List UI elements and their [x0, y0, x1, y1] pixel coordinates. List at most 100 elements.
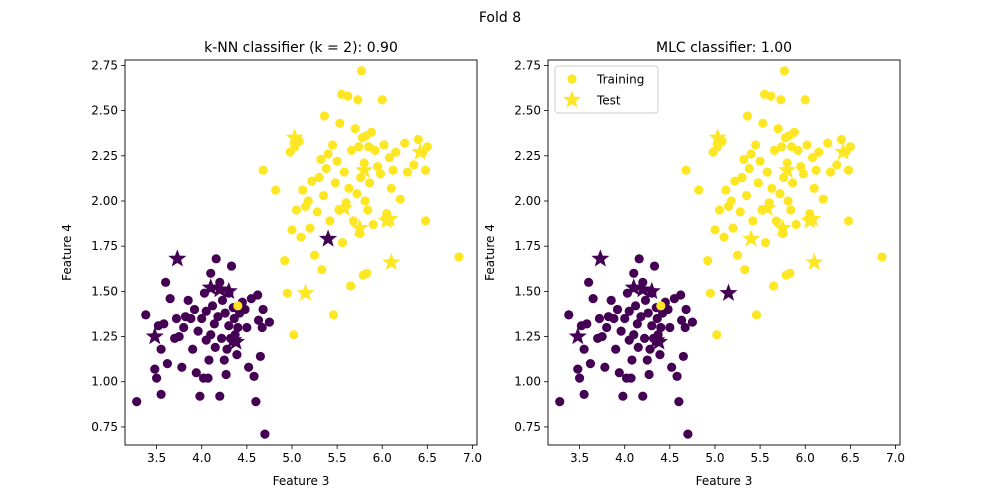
training-point — [730, 176, 740, 186]
training-point — [627, 355, 637, 365]
training-point — [836, 134, 846, 145]
training-point — [183, 295, 193, 305]
training-point — [742, 111, 753, 121]
test-point — [350, 218, 369, 236]
test-point — [591, 249, 610, 267]
training-point — [629, 330, 639, 340]
y-tick-label: 1.50 — [514, 284, 541, 298]
training-point — [317, 265, 327, 275]
training-point — [644, 369, 654, 380]
training-point — [391, 147, 401, 157]
x-tick-label: 6.5 — [841, 451, 860, 465]
training-point — [786, 205, 796, 215]
training-point — [676, 290, 686, 300]
training-point — [307, 176, 317, 186]
training-point — [328, 310, 339, 320]
training-point — [582, 319, 592, 329]
training-point — [232, 350, 242, 360]
training-point — [665, 322, 675, 333]
test-point — [719, 283, 738, 301]
training-point — [346, 145, 357, 155]
x-tick-label: 5.5 — [751, 451, 770, 465]
data-points — [555, 66, 887, 439]
training-point — [395, 194, 405, 204]
training-point — [602, 322, 612, 333]
training-point — [211, 254, 221, 264]
training-point — [825, 167, 836, 177]
training-point — [191, 368, 201, 378]
training-point — [327, 140, 338, 150]
test-point — [382, 252, 401, 271]
training-point — [779, 66, 790, 76]
y-axis-label: Feature 4 — [60, 224, 74, 281]
test-point — [145, 327, 164, 345]
training-point — [171, 313, 182, 324]
training-point — [141, 310, 151, 320]
training-point — [681, 165, 691, 175]
training-point — [823, 138, 833, 148]
chart-title: MLC classifier: 1.00 — [656, 40, 792, 56]
training-point — [611, 344, 621, 354]
training-point — [258, 304, 268, 315]
test-point — [168, 249, 187, 267]
training-point — [249, 371, 259, 381]
x-tick-label: 6.5 — [418, 451, 437, 465]
training-point — [796, 162, 806, 172]
training-point — [309, 250, 320, 260]
training-point — [375, 169, 386, 179]
training-point — [360, 196, 370, 206]
test-point — [742, 229, 761, 247]
training-point — [242, 322, 252, 333]
x-tick-label: 7.0 — [886, 451, 905, 465]
y-tick-label: 1.25 — [91, 330, 118, 344]
training-point — [755, 156, 765, 166]
training-point — [614, 368, 624, 378]
training-point — [161, 277, 171, 287]
test-point — [758, 198, 777, 216]
training-point — [594, 313, 605, 324]
training-point — [771, 216, 781, 226]
training-point — [332, 156, 342, 166]
training-point — [355, 172, 366, 183]
training-point — [216, 333, 227, 343]
training-point — [258, 165, 268, 175]
training-point — [260, 429, 270, 439]
training-point — [186, 313, 196, 324]
training-point — [769, 281, 779, 291]
training-point — [413, 134, 423, 145]
training-point — [626, 373, 636, 383]
training-point — [642, 355, 652, 365]
training-point — [384, 153, 395, 163]
training-point — [735, 207, 745, 217]
training-point — [612, 304, 623, 315]
y-tick-label: 1.00 — [91, 375, 118, 389]
training-point — [354, 142, 364, 152]
training-point — [656, 301, 666, 311]
training-point — [732, 250, 743, 260]
training-point — [305, 223, 315, 233]
knn-panel: k-NN classifier (k = 2): 0.90 3.5 4.0 4.5 5.… — [60, 40, 482, 488]
training-point — [616, 326, 626, 336]
training-point — [379, 140, 389, 150]
training-point — [282, 288, 293, 298]
training-point — [776, 95, 786, 105]
training-point — [204, 355, 214, 365]
training-point — [818, 194, 828, 204]
training-point — [193, 326, 203, 336]
training-point — [201, 306, 211, 316]
test-point — [649, 332, 669, 350]
training-point — [264, 317, 275, 327]
legend-entry-label: Training — [596, 73, 644, 87]
training-point — [346, 281, 356, 291]
training-point — [564, 310, 574, 320]
y-tick-label: 2.75 — [514, 58, 541, 72]
training-point — [209, 319, 219, 329]
training-point — [766, 91, 776, 101]
y-tick-label: 2.75 — [91, 58, 118, 72]
test-point — [834, 142, 853, 160]
training-point — [710, 225, 720, 235]
training-point — [777, 142, 787, 152]
training-point — [179, 322, 189, 333]
training-point — [753, 178, 763, 188]
